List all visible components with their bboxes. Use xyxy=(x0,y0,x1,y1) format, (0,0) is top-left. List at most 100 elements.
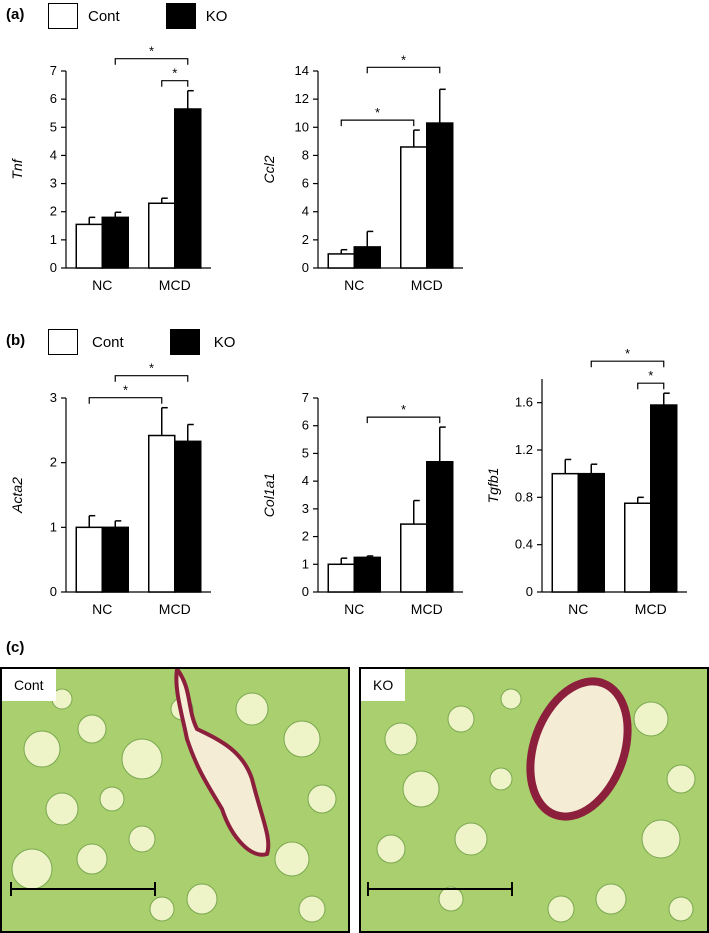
x-tick-label: NC xyxy=(92,277,112,293)
bar-knockout xyxy=(101,216,129,269)
micrograph-knockout: KO xyxy=(359,667,709,933)
y-tick-label: 7 xyxy=(50,63,57,78)
x-tick-label: MCD xyxy=(411,601,443,617)
tissue-pattern-knockout xyxy=(376,688,696,923)
significance-star: * xyxy=(172,66,177,81)
significance-bracket xyxy=(637,382,665,390)
y-tick-label: 4 xyxy=(302,473,309,488)
legend-swatch-control xyxy=(48,329,78,355)
x-tick-label: MCD xyxy=(159,277,191,293)
y-tick-label: 1 xyxy=(302,556,309,571)
y-tick-label: 0.8 xyxy=(515,489,533,504)
y-tick-label: 5 xyxy=(302,445,309,460)
panel-label-a: (a) xyxy=(6,6,25,23)
y-axis-label: Tgfb1 xyxy=(485,468,501,504)
bar-control xyxy=(624,502,652,593)
bar-knockout xyxy=(174,440,202,593)
bar-control xyxy=(75,223,103,269)
y-axis-label: Ccl2 xyxy=(261,155,277,183)
bar-knockout xyxy=(353,556,381,593)
significance-star: * xyxy=(401,52,406,67)
bar-knockout xyxy=(174,108,202,269)
scale-bar-control xyxy=(10,882,156,896)
y-axis-label: Col1a1 xyxy=(261,473,277,517)
significance-bracket xyxy=(114,375,189,382)
y-tick-label: 3 xyxy=(50,390,57,405)
y-tick-label: 6 xyxy=(302,176,309,191)
significance-bracket xyxy=(340,119,415,127)
bar-control xyxy=(551,472,579,593)
y-axis-label: Tnf xyxy=(9,157,25,179)
significance-star: * xyxy=(149,361,154,376)
y-tick-label: 0 xyxy=(302,260,309,275)
y-tick-label: 3 xyxy=(50,176,57,191)
legend-label-knockout: KO xyxy=(213,333,236,351)
bar-control xyxy=(400,146,428,269)
significance-bracket xyxy=(161,80,189,87)
significance-bracket xyxy=(114,58,189,65)
tissue-pattern-control xyxy=(11,688,337,923)
micrograph-control: Cont xyxy=(0,667,350,933)
y-tick-label: 1 xyxy=(50,519,57,534)
y-tick-label: 2 xyxy=(302,529,309,544)
y-tick-label: 4 xyxy=(50,147,57,162)
micrograph-control-image xyxy=(2,669,348,931)
legend-label-control: Cont xyxy=(92,333,124,351)
y-tick-label: 0.4 xyxy=(515,537,533,552)
vein-control xyxy=(174,669,271,857)
bar-knockout xyxy=(426,122,454,269)
y-tick-label: 3 xyxy=(302,501,309,516)
y-tick-label: 7 xyxy=(302,390,309,405)
bar-knockout xyxy=(426,460,454,593)
bar-knockout xyxy=(577,472,605,593)
y-tick-label: 2 xyxy=(302,232,309,247)
micrograph-knockout-image xyxy=(361,669,707,931)
micrograph-label-knockout: KO xyxy=(361,669,406,701)
y-tick-label: 4 xyxy=(302,204,309,219)
significance-star: * xyxy=(123,383,128,398)
significance-star: * xyxy=(375,105,380,120)
significance-star: * xyxy=(149,44,154,59)
x-tick-label: NC xyxy=(92,601,112,617)
panel-label-b: (b) xyxy=(6,332,26,349)
vein-knockout xyxy=(526,677,632,821)
bar-control xyxy=(400,523,428,593)
y-tick-label: 2 xyxy=(50,204,57,219)
y-tick-label: 6 xyxy=(50,91,57,106)
y-tick-label: 8 xyxy=(302,147,309,162)
y-tick-label: 1.2 xyxy=(515,442,533,457)
legend-swatch-knockout xyxy=(165,3,196,29)
y-tick-label: 10 xyxy=(295,119,309,134)
x-tick-label: NC xyxy=(344,277,364,293)
bar-knockout xyxy=(650,404,678,593)
x-tick-label: NC xyxy=(568,601,588,617)
panel-label-c: (c) xyxy=(6,639,25,656)
scale-bar-knockout xyxy=(367,882,513,896)
y-tick-label: 0 xyxy=(50,584,57,599)
micrograph-label-control: Cont xyxy=(2,669,56,701)
y-tick-label: 0 xyxy=(302,584,309,599)
legend-swatch-control xyxy=(48,3,78,29)
legend-label-control: Cont xyxy=(88,7,120,25)
y-tick-label: 5 xyxy=(50,119,57,134)
y-tick-label: 0 xyxy=(526,584,533,599)
y-axis-label: Acta2 xyxy=(9,477,25,514)
x-tick-label: MCD xyxy=(159,601,191,617)
significance-star: * xyxy=(625,346,630,361)
significance-bracket xyxy=(590,360,665,368)
significance-bracket xyxy=(366,416,441,424)
y-tick-label: 14 xyxy=(295,63,309,78)
significance-star: * xyxy=(401,402,406,417)
legend-label-knockout: KO xyxy=(205,7,228,25)
significance-star: * xyxy=(648,368,653,383)
y-tick-label: 1.6 xyxy=(515,395,533,410)
y-tick-label: 1 xyxy=(50,232,57,247)
legend-b: Cont KO xyxy=(48,329,235,355)
legend-a: Cont KO xyxy=(48,3,227,29)
y-tick-label: 0 xyxy=(50,260,57,275)
